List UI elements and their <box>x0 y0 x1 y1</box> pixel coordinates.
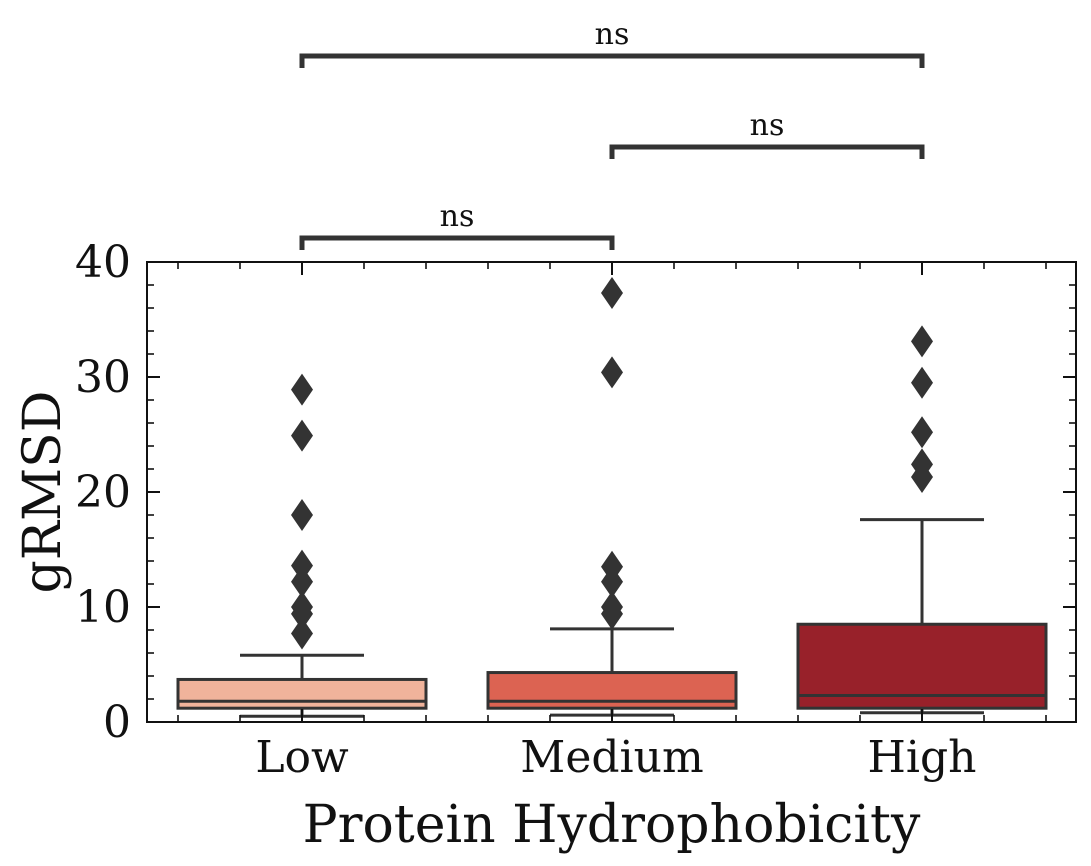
box-group-medium <box>486 277 738 717</box>
significance-bracket: ns <box>609 108 925 159</box>
y-tick-label: 30 <box>75 352 131 403</box>
outlier-point <box>911 325 933 358</box>
outlier-point <box>601 277 623 310</box>
outlier-point <box>911 448 933 481</box>
x-tick-label: Low <box>255 732 349 783</box>
box-iqr <box>176 677 428 710</box>
y-tick-label: 20 <box>75 467 131 518</box>
outlier-point <box>911 416 933 449</box>
outlier-point <box>291 565 313 598</box>
outlier-point <box>291 419 313 452</box>
bracket-label: ns <box>440 199 475 234</box>
y-tick-label: 40 <box>75 237 131 288</box>
bracket-label: ns <box>595 17 630 52</box>
y-tick-label: 0 <box>103 697 131 748</box>
box-group-low <box>176 373 428 718</box>
outlier-point <box>291 549 313 582</box>
outlier-point <box>291 373 313 406</box>
boxes-layer <box>176 277 1048 718</box>
x-axis-title: Protein Hydrophobicity <box>303 795 921 855</box>
bracket-line <box>609 144 925 159</box>
outlier-point <box>291 499 313 531</box>
outlier-point <box>601 550 623 583</box>
x-tick-label: Medium <box>520 732 703 783</box>
outlier-point <box>911 366 933 399</box>
box-group-high <box>796 325 1048 715</box>
significance-annotations: ns ns ns <box>299 17 925 250</box>
outlier-point <box>601 356 623 389</box>
x-tick-label: High <box>868 732 977 783</box>
outlier-point <box>291 617 313 650</box>
outlier-point <box>601 591 623 623</box>
significance-bracket: ns <box>299 17 925 68</box>
box-iqr <box>486 671 738 710</box>
y-axis-title: gRMSD <box>13 391 73 594</box>
bracket-line <box>299 235 615 250</box>
bracket-label: ns <box>750 108 785 143</box>
outlier-point <box>291 591 313 623</box>
axes-layer: 0 10 20 30 40 Low Medium High <box>75 237 1077 783</box>
bracket-line <box>299 53 925 68</box>
y-tick-label: 10 <box>75 582 131 633</box>
significance-bracket: ns <box>299 199 615 250</box>
